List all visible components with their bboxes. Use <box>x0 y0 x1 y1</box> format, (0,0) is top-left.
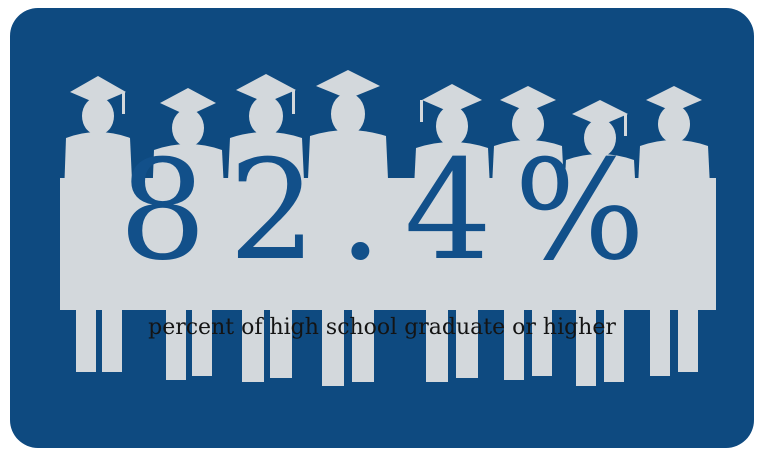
graduates-silhouette-icon <box>60 70 716 386</box>
stat-caption: percent of high school graduate or highe… <box>148 315 616 340</box>
stat-value: 82.4% <box>118 130 668 291</box>
infographic-card: 82.4% percent of high school graduate or… <box>10 8 754 448</box>
